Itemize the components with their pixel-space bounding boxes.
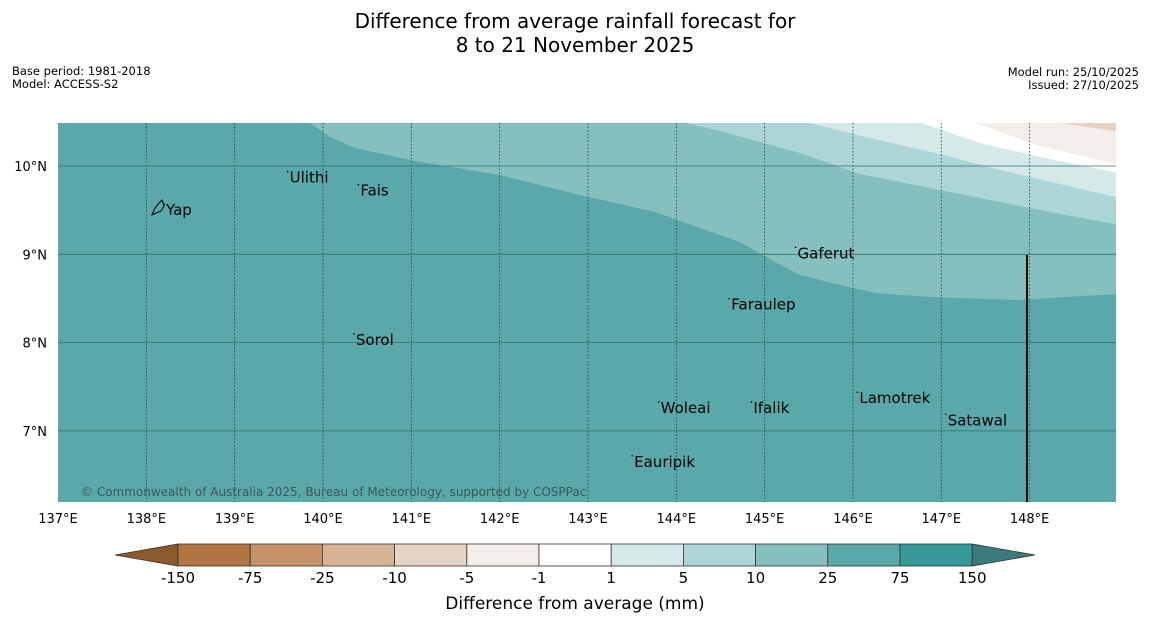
colorbar-swatch: [683, 543, 757, 567]
colorbar-tick-label: 75: [890, 569, 909, 587]
colorbar-swatch: [755, 543, 829, 567]
lon-tick-label: 140°E: [303, 512, 343, 527]
colorbar-swatch: [321, 543, 395, 567]
colorbar-tick-label: 5: [679, 569, 689, 587]
place-marker: [944, 413, 947, 416]
map-grid: [58, 123, 1116, 502]
place-label: Satawal: [948, 411, 1007, 429]
chart-title-line2: 8 to 21 November 2025: [455, 33, 695, 57]
lon-tick-label: 148°E: [1010, 512, 1050, 527]
colorbar-swatch: [177, 543, 251, 567]
colorbar-tick-label: -150: [161, 569, 195, 587]
place-marker: [163, 203, 165, 205]
lat-tick-label: 8°N: [23, 337, 48, 352]
lat-tick-label: 9°N: [23, 248, 48, 263]
lon-tick-label: 141°E: [392, 512, 432, 527]
place-label: Faraulep: [731, 296, 795, 314]
place-marker: [286, 170, 289, 173]
colorbar-title: Difference from average (mm): [445, 594, 705, 614]
lon-tick-label: 146°E: [833, 512, 873, 527]
colorbar-tick-label: 1: [606, 569, 616, 587]
colorbar-tick-label: 10: [746, 569, 765, 587]
base-period: Base period: 1981-2018: [12, 64, 151, 78]
colorbar-swatch: [466, 543, 540, 567]
lat-tick-label: 10°N: [14, 160, 47, 175]
place-label: Woleai: [661, 399, 711, 417]
place-marker: [794, 246, 797, 249]
colorbar-swatch: [249, 543, 323, 567]
place-marker: [657, 401, 660, 403]
lon-tick-label: 143°E: [568, 512, 608, 527]
model-run: Model run: 25/10/2025: [1007, 65, 1139, 79]
colorbar-swatch: [610, 543, 684, 567]
copyright-text: © Commonwealth of Australia 2025, Bureau…: [81, 485, 586, 499]
model-name: Model: ACCESS-S2: [12, 77, 119, 91]
colorbar-tick-label: -75: [238, 569, 263, 587]
colorbar-tick-label: -1: [532, 569, 547, 587]
lon-tick-label: 144°E: [657, 512, 697, 527]
band-neg5-neg10: [1060, 123, 1116, 132]
colorbar-tick-label: -5: [459, 569, 474, 587]
lon-tick-label: 139°E: [215, 512, 255, 527]
place-label: Sorol: [356, 331, 394, 349]
meta-left: Base period: 1981-2018 Model: ACCESS-S2: [12, 65, 151, 91]
place-marker: [728, 297, 731, 300]
place-marker: [856, 391, 859, 394]
place-marker: [357, 183, 360, 186]
colorbar-extend-high: [971, 543, 1036, 567]
place-marker: [353, 333, 355, 335]
lon-tick-label: 142°E: [480, 512, 520, 527]
lat-tick-label: 7°N: [23, 425, 48, 440]
place-label: Yap: [165, 201, 192, 219]
map-panel: Yap Ulithi Fais Sorol Gaferut Faraulep Lamotre…: [58, 123, 1116, 502]
lat-axis-labels: 10°N 9°N 8°N 7°N: [14, 160, 47, 440]
band-neg1-neg5: [975, 123, 1116, 165]
place-label: Ifalik: [753, 399, 789, 417]
colorbar-swatch: [899, 543, 973, 567]
colorbar-tick-label: 150: [958, 569, 987, 587]
chart-title-line1: Difference from average rainfall forecas…: [354, 9, 796, 33]
place-labels: Yap Ulithi Fais Sorol Gaferut Faraulep Lamotre…: [163, 168, 1007, 471]
meta-right: Model run: 25/10/2025 Issued: 27/10/2025: [1008, 66, 1139, 92]
colorbar-tick-label: 25: [818, 569, 837, 587]
lon-tick-label: 137°E: [38, 512, 78, 527]
issued-date: Issued: 27/10/2025: [1028, 78, 1139, 92]
place-label: Lamotrek: [859, 389, 930, 407]
place-label: Gaferut: [798, 244, 855, 262]
yap-island: [151, 199, 165, 217]
place-label: Fais: [360, 182, 389, 200]
colorbar-extend-low: [114, 543, 179, 567]
colorbar-swatch: [538, 543, 612, 567]
colorbar-tick-label: -25: [310, 569, 335, 587]
colorbar-tick-label: -10: [382, 569, 407, 587]
lon-axis-labels: 137°E 138°E 139°E 140°E 141°E 142°E 143°E 144°E…: [38, 512, 1049, 527]
colorbar-swatch: [827, 543, 901, 567]
place-marker: [750, 401, 753, 403]
colorbar-swatch: [394, 543, 468, 567]
place-marker: [631, 455, 633, 457]
place-label: Ulithi: [290, 168, 329, 186]
lon-tick-label: 145°E: [745, 512, 785, 527]
lon-tick-label: 138°E: [127, 512, 167, 527]
colorbar: -150 -75 -25 -10 -5 -1 1 5 10 25 75 150: [114, 543, 1036, 587]
lon-tick-label: 147°E: [922, 512, 962, 527]
place-label: Eauripik: [634, 453, 695, 471]
